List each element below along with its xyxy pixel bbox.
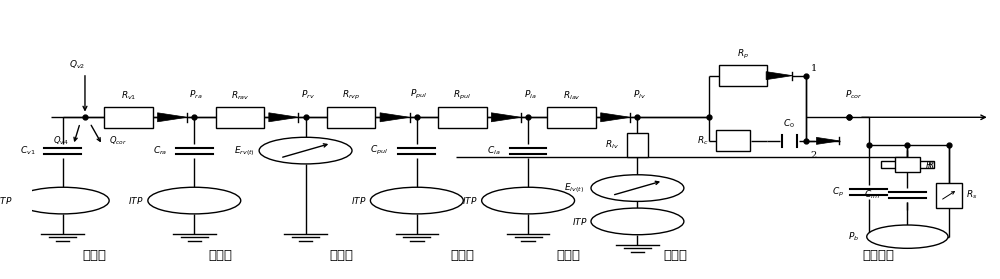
Bar (438, 107, 487, 128)
Text: $ITP$: $ITP$ (462, 195, 478, 206)
Bar (719, 65, 767, 86)
Text: $C_p$: $C_p$ (832, 186, 844, 199)
Circle shape (591, 208, 684, 235)
Text: $P_{rv}$: $P_{rv}$ (301, 88, 314, 101)
Text: $ITP$: $ITP$ (351, 195, 367, 206)
Text: $C_{ra}$: $C_{ra}$ (153, 144, 167, 157)
Polygon shape (380, 113, 410, 122)
Text: $Q_{cor}$: $Q_{cor}$ (109, 135, 127, 147)
Polygon shape (816, 137, 839, 145)
Bar (881, 162, 934, 167)
Circle shape (591, 175, 684, 201)
Text: $Q_{v4}$: $Q_{v4}$ (53, 135, 69, 147)
Text: 冠脉循环: 冠脉循环 (862, 249, 894, 262)
Text: 2: 2 (810, 151, 817, 160)
Text: 腾静脉: 腾静脉 (83, 249, 107, 262)
Text: $R_{lav}$: $R_{lav}$ (563, 89, 581, 102)
Text: $C_{im}$: $C_{im}$ (864, 189, 880, 201)
Text: 1: 1 (810, 64, 817, 73)
Text: 右心室: 右心室 (329, 249, 353, 262)
Text: $ITP$: $ITP$ (128, 195, 144, 206)
Text: $R_s$: $R_s$ (966, 189, 978, 201)
Text: $R_p$: $R_p$ (737, 48, 749, 61)
Text: $P_{pul}$: $P_{pul}$ (410, 88, 427, 101)
Circle shape (259, 137, 352, 164)
Text: $ITP$: $ITP$ (0, 195, 12, 206)
Circle shape (16, 187, 109, 214)
Polygon shape (491, 113, 521, 122)
Text: $E_{lv(t)}$: $E_{lv(t)}$ (564, 181, 584, 195)
Text: $P_b$: $P_b$ (848, 230, 859, 243)
Bar (895, 157, 920, 172)
Text: $E_{rv(t)}$: $E_{rv(t)}$ (234, 144, 255, 158)
Bar (627, 133, 648, 157)
Circle shape (370, 187, 463, 214)
Text: $R_{lv}$: $R_{lv}$ (605, 139, 619, 151)
Text: $R_{pul}$: $R_{pul}$ (453, 89, 471, 102)
Text: 左心房: 左心房 (557, 249, 581, 262)
Bar (327, 107, 375, 128)
Text: 肺循环: 肺循环 (450, 249, 474, 262)
Text: $C_{v1}$: $C_{v1}$ (20, 144, 36, 157)
Bar (936, 182, 962, 208)
Text: $C_{la}$: $C_{la}$ (487, 144, 501, 157)
Text: $P_{cor}$: $P_{cor}$ (845, 88, 863, 101)
Text: $ITP$: $ITP$ (572, 216, 587, 227)
Text: $P_{ra}$: $P_{ra}$ (189, 88, 203, 101)
Circle shape (148, 187, 241, 214)
Text: $R_{rav}$: $R_{rav}$ (231, 89, 249, 102)
Text: $R$: $R$ (925, 159, 932, 170)
Bar (216, 107, 264, 128)
Circle shape (867, 225, 948, 248)
Polygon shape (158, 113, 187, 122)
Text: $R$: $R$ (927, 159, 934, 170)
Polygon shape (601, 113, 630, 122)
Bar (547, 107, 596, 128)
Polygon shape (269, 113, 298, 122)
Bar (716, 130, 750, 151)
Text: $C_{pul}$: $C_{pul}$ (370, 144, 388, 157)
Text: $R_c$: $R_c$ (697, 135, 709, 147)
Polygon shape (766, 72, 792, 80)
Text: $Q_{v2}$: $Q_{v2}$ (69, 59, 85, 71)
Bar (104, 107, 153, 128)
Text: $P_{lv}$: $P_{lv}$ (633, 88, 646, 101)
Text: $R_{v1}$: $R_{v1}$ (121, 89, 136, 102)
Text: $C_0$: $C_0$ (783, 117, 795, 130)
Text: 右心房: 右心房 (208, 249, 232, 262)
Circle shape (482, 187, 575, 214)
Text: 左心室: 左心室 (663, 249, 687, 262)
Text: $P_{la}$: $P_{la}$ (524, 88, 536, 101)
Text: $R_{rvp}$: $R_{rvp}$ (342, 89, 360, 102)
